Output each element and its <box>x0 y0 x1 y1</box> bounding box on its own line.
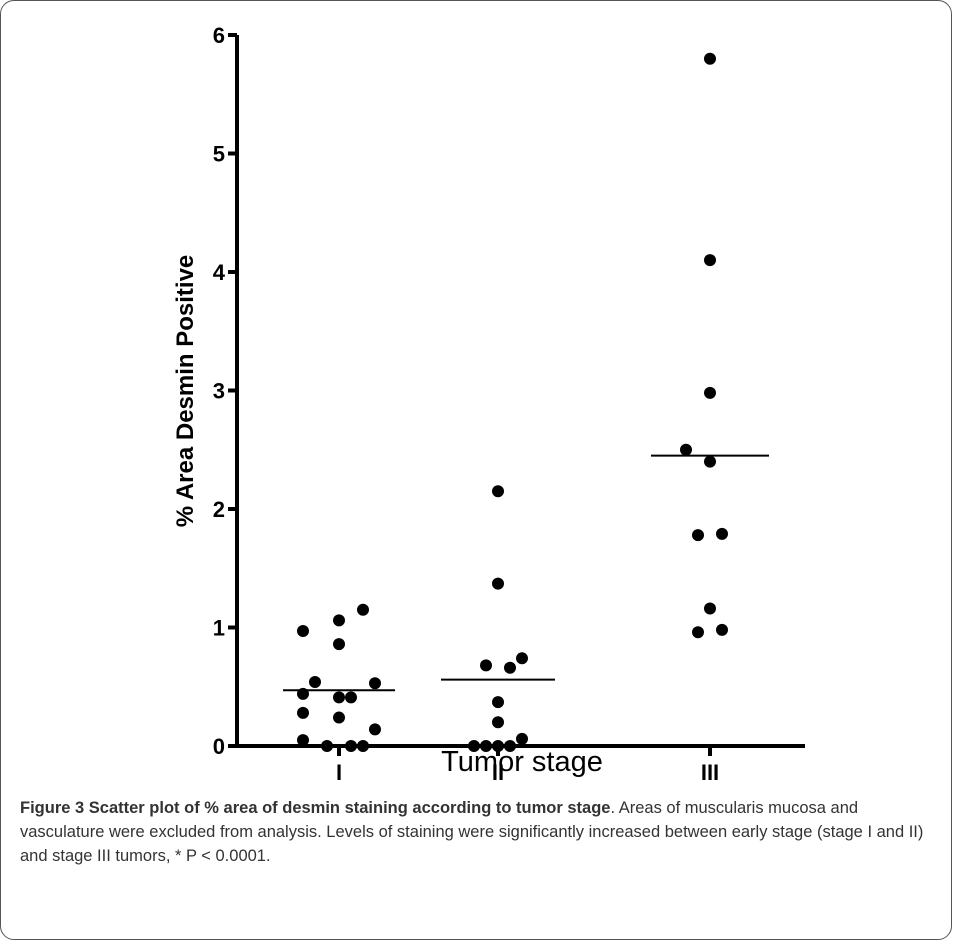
data-point <box>333 638 345 651</box>
y-tick-label: 0 <box>213 734 225 759</box>
data-point <box>716 623 728 636</box>
data-point <box>333 691 345 704</box>
data-point <box>692 529 704 542</box>
data-point <box>716 527 728 540</box>
x-tick-label: I <box>336 760 342 785</box>
caption-label: Figure 3 <box>20 799 85 817</box>
data-point <box>704 455 716 468</box>
data-point <box>504 661 516 674</box>
data-point <box>297 687 309 700</box>
x-axis-label: Tumor stage <box>441 746 603 778</box>
data-point <box>704 386 716 399</box>
y-tick-label: 3 <box>213 379 225 404</box>
data-point <box>480 740 492 752</box>
y-ticks: 0 1 2 3 4 5 6 <box>213 23 237 759</box>
axes <box>235 35 805 748</box>
data-point <box>357 740 369 752</box>
x-tick-label: II <box>492 760 504 785</box>
y-tick-label: 6 <box>213 23 225 48</box>
data-point <box>704 602 716 615</box>
y-tick-label: 1 <box>213 616 225 641</box>
data-point <box>492 485 504 498</box>
data-point <box>345 740 357 752</box>
figure-caption: Figure 3 Scatter plot of % area of desmi… <box>20 796 938 868</box>
data-point <box>333 711 345 724</box>
data-point <box>516 652 528 665</box>
y-tick-label: 4 <box>213 260 226 285</box>
data-point <box>492 740 504 752</box>
data-point <box>333 614 345 627</box>
data-point <box>692 626 704 639</box>
data-point <box>492 577 504 590</box>
data-point <box>321 740 333 752</box>
data-point <box>704 52 716 65</box>
x-tick-label: III <box>701 760 719 785</box>
data-point <box>704 254 716 267</box>
x-ticks: I II III <box>336 746 719 785</box>
data-point <box>492 716 504 729</box>
y-tick-label: 2 <box>213 497 225 522</box>
data-point <box>297 706 309 719</box>
data-point <box>468 740 480 752</box>
data-point <box>492 696 504 709</box>
data-point <box>297 625 309 638</box>
data-points <box>297 52 728 752</box>
data-point <box>369 677 381 690</box>
data-point <box>680 443 692 456</box>
data-point <box>357 603 369 616</box>
caption-text: . Areas of muscularis mucosa and vascula… <box>20 799 924 865</box>
y-axis-label: % Area Desmin Positive <box>172 255 199 528</box>
data-point <box>369 723 381 736</box>
data-point <box>516 732 528 745</box>
data-point <box>504 740 516 752</box>
caption-title: Scatter plot of % area of desmin stainin… <box>88 799 611 817</box>
data-point <box>297 734 309 747</box>
data-point <box>345 691 357 704</box>
data-point <box>480 659 492 672</box>
y-tick-label: 5 <box>213 142 225 167</box>
data-point <box>309 676 321 689</box>
